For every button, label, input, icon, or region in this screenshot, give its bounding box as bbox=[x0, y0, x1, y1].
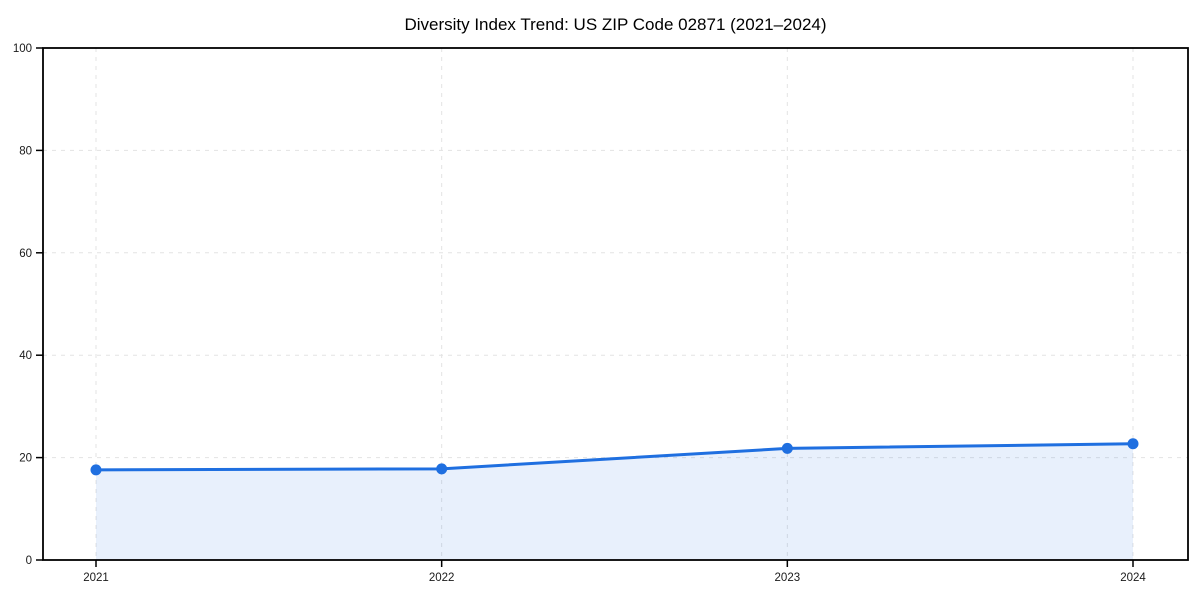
chart-title: Diversity Index Trend: US ZIP Code 02871… bbox=[404, 15, 826, 34]
x-tick-label: 2024 bbox=[1120, 572, 1146, 584]
y-tick-label: 0 bbox=[26, 555, 32, 567]
data-line bbox=[94, 442, 1135, 472]
x-tick-label: 2023 bbox=[775, 572, 801, 584]
data-point-marker bbox=[781, 442, 793, 454]
y-tick-label: 20 bbox=[19, 453, 32, 465]
plot-border bbox=[42, 47, 1189, 561]
y-tick-label: 80 bbox=[19, 145, 32, 157]
data-point-marker bbox=[436, 463, 448, 475]
data-point-marker bbox=[90, 464, 102, 476]
y-tick-label: 60 bbox=[19, 248, 32, 260]
x-tick-label: 2022 bbox=[429, 572, 455, 584]
y-tick-label: 40 bbox=[19, 350, 32, 362]
data-point-marker bbox=[1127, 438, 1139, 450]
plot-area: 0 20 40 60 80 100 2021 2022 2023 2024 bbox=[13, 43, 1189, 584]
y-tick-label: 100 bbox=[13, 43, 32, 55]
x-tick-label: 2021 bbox=[83, 572, 109, 584]
area-fill bbox=[96, 443, 1133, 560]
